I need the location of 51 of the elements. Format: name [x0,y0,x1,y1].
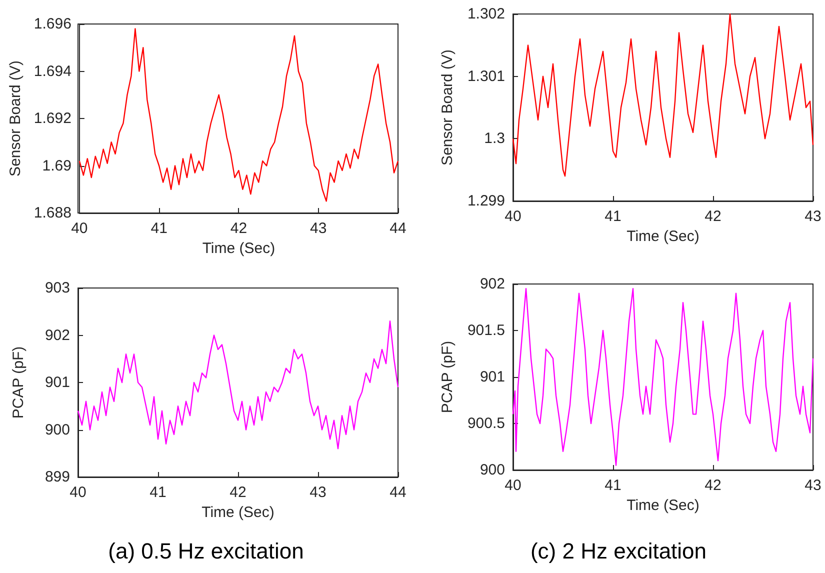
y-tick-label: 899 [44,468,70,486]
y-tick-label: 1.696 [34,16,72,32]
x-tick-label: 43 [310,220,327,237]
x-axis-title: Time (Sec) [626,496,700,514]
x-tick-label: 42 [230,484,246,501]
y-tick-label: 1.692 [34,110,72,127]
x-tick-label: 40 [504,208,522,225]
x-axis-title: Time (Sec) [202,240,276,257]
y-tick-label: 1.301 [467,68,505,85]
x-axis-title: Time (Sec) [626,228,700,245]
x-tick-label: 44 [390,220,406,237]
x-tick-label: 43 [310,484,326,501]
x-tick-label: 42 [230,220,248,237]
x-tick-label: 41 [604,477,622,494]
x-tick-label: 41 [150,220,168,237]
y-tick-label: 1.694 [34,62,72,80]
y-tick-label: 902 [44,326,70,344]
y-tick-label: 1.69 [42,157,72,174]
y-tick-label: 903 [44,280,70,296]
y-tick-label: 1.302 [467,6,505,22]
x-tick-label: 43 [804,477,822,494]
x-tick-label: 44 [390,484,406,501]
text: (c) 2 Hz excitation [530,538,707,564]
x-tick-label: 41 [150,484,166,501]
x-tick-label: 40 [504,477,522,494]
y-tick-label: 900 [480,462,505,478]
x-tick-label: 42 [704,477,722,494]
x-axis-title: Time (Sec) [202,504,274,521]
y-axis-title: PCAP (pF) [10,346,27,419]
line-series [77,320,399,450]
y-tick-label: 900.5 [467,415,505,432]
y-tick-label: 1.688 [34,204,72,222]
line-series [512,288,814,466]
line-series [78,28,399,202]
y-axis-title: Sensor Board (V) [439,50,456,166]
y-tick-label: 901 [480,368,505,386]
y-axis-title: Sensor Board (V) [7,60,24,176]
y-tick-label: 901.5 [467,322,505,339]
y-tick-label: 901 [44,374,70,391]
x-tick-label: 43 [804,208,822,225]
x-tick-label: 40 [71,220,88,237]
x-tick-label: 42 [704,208,722,225]
line-series [512,13,814,177]
x-tick-label: 40 [70,484,86,501]
y-tick-label: 900 [44,421,70,438]
x-tick-label: 41 [604,208,622,225]
y-axis-title: PCAP (pF) [439,340,456,414]
y-tick-label: 902 [480,276,505,292]
y-tick-label: 1.299 [467,192,505,210]
y-tick-label: 1.3 [484,130,505,148]
text: (a) 0.5 Hz excitation [108,538,304,564]
